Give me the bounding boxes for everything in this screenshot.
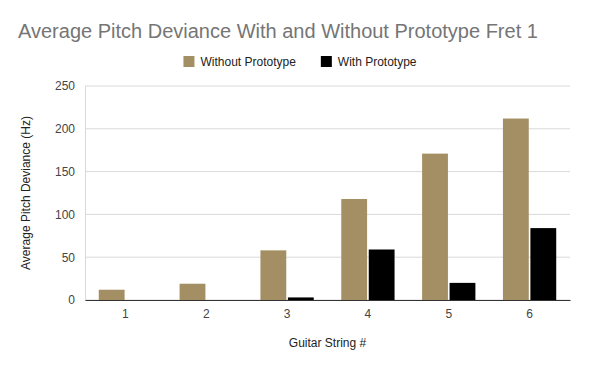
y-axis: 0 50 100 150 200 250 (55, 79, 86, 307)
bar (99, 290, 125, 300)
chart: Average Pitch Deviance With and Without … (0, 0, 600, 371)
x-axis-title: Guitar String # (289, 336, 367, 350)
tick: 6 (526, 300, 533, 321)
x-axis: 1 2 3 4 5 6 (86, 300, 571, 321)
y-axis-title: Average Pitch Deviance (Hz) (19, 116, 33, 270)
tick-label: 0 (68, 293, 75, 307)
grid-line (85, 171, 570, 172)
tick: 4 (365, 300, 372, 321)
tick: 200 (55, 122, 85, 136)
grid-line (85, 214, 570, 215)
grid-line (85, 86, 570, 87)
tick-label: 200 (55, 122, 75, 136)
tick-label: 50 (62, 251, 76, 265)
legend-label: Without Prototype (200, 55, 296, 69)
tick-label: 5 (445, 307, 452, 321)
tick-label: 250 (55, 79, 75, 93)
tick-label: 100 (55, 208, 75, 222)
bar (180, 284, 206, 300)
bar (422, 154, 448, 300)
tick-label: 6 (526, 307, 533, 321)
tick: 3 (284, 300, 291, 321)
legend-swatch (321, 56, 332, 67)
bar (126, 300, 152, 301)
tick-label: 150 (55, 165, 75, 179)
tick: 5 (445, 300, 452, 321)
bar (530, 228, 556, 300)
axis-line (85, 87, 86, 301)
grid-line (85, 257, 570, 258)
grid-line (85, 300, 570, 301)
tick: 250 (55, 79, 85, 93)
bar (341, 199, 367, 300)
legend: Without Prototype With Prototype (183, 55, 416, 69)
tick-label: 2 (203, 307, 210, 321)
legend-item: Without Prototype (183, 55, 296, 69)
tick: 100 (55, 208, 85, 222)
bar (207, 300, 233, 301)
bars (99, 119, 556, 300)
title: Average Pitch Deviance With and Without … (18, 20, 538, 42)
tick: 2 (203, 300, 210, 321)
bar (260, 250, 286, 300)
legend-label: With Prototype (338, 55, 417, 69)
tick: 150 (55, 165, 85, 179)
bar (369, 249, 395, 300)
legend-swatch (183, 56, 194, 67)
bar (450, 283, 476, 300)
tick-label: 3 (284, 307, 291, 321)
legend-item: With Prototype (321, 55, 417, 69)
tick: 0 (68, 293, 85, 307)
bar (503, 119, 529, 300)
grid (85, 86, 570, 300)
tick: 1 (122, 300, 129, 321)
axis-line (86, 300, 571, 301)
grid-line (85, 128, 570, 129)
bar (288, 297, 314, 300)
tick: 50 (62, 251, 85, 265)
tick-label: 4 (365, 307, 372, 321)
tick-label: 1 (122, 307, 129, 321)
